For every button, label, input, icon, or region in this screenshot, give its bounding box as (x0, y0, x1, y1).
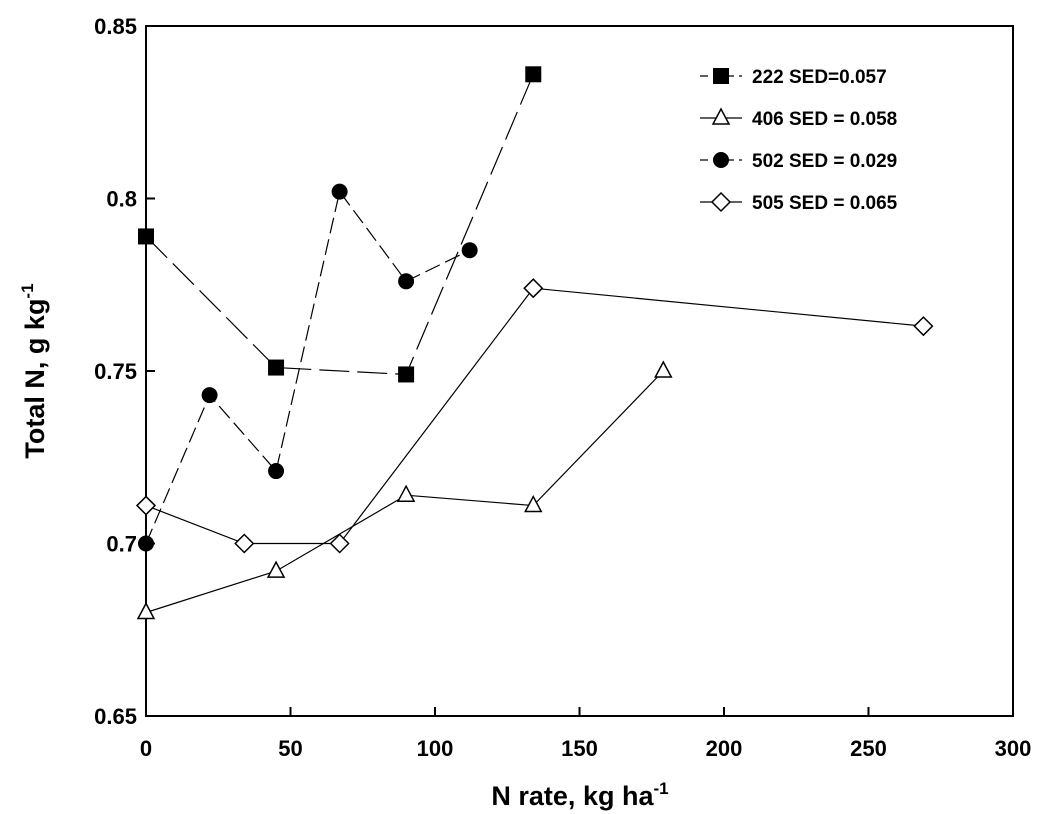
legend-item: 502 SED = 0.029 (700, 151, 897, 172)
legend-marker (710, 191, 732, 213)
data-point (525, 66, 542, 83)
data-point (138, 535, 154, 552)
legend-marker (711, 107, 731, 125)
series-3 (138, 183, 478, 552)
data-point (329, 533, 350, 554)
data-point (266, 560, 286, 578)
series-4 (135, 278, 934, 554)
x-axis-title: N rate, kg ha-1 (491, 779, 668, 811)
y-axis-title-text: Total N, g kg (20, 299, 50, 459)
data-point (201, 387, 218, 404)
legend-label: 222 SED=0.057 (752, 67, 887, 88)
data-point (136, 601, 156, 620)
x-tick-label: 200 (706, 736, 743, 761)
x-tick-label: 50 (278, 736, 302, 761)
legend-marker (713, 152, 729, 168)
data-point (234, 533, 255, 554)
y-axis-title-superscript: -1 (18, 283, 37, 298)
data-point (331, 183, 348, 200)
data-point (523, 278, 544, 299)
data-point (398, 273, 415, 290)
series-line (145, 190, 470, 544)
legend-label: 406 SED = 0.058 (752, 109, 897, 130)
data-point (461, 242, 478, 259)
legend-label: 505 SED = 0.065 (752, 193, 898, 214)
y-axis: 0.65 0.7 0.75 0.8 0.85 (94, 14, 155, 729)
y-tick-label: 0.85 (94, 14, 137, 39)
legend-item: 505 SED = 0.065 (700, 191, 898, 214)
series-line (145, 74, 534, 376)
y-tick-label: 0.75 (94, 359, 137, 384)
data-point (138, 228, 154, 245)
data-point (135, 495, 157, 516)
data-point (913, 316, 934, 337)
x-axis-title-text: N rate, kg ha (491, 781, 654, 811)
data-point (268, 359, 285, 376)
data-point (396, 484, 416, 502)
y-axis-title: Total N, g kg-1 (18, 283, 50, 458)
y-tick-label: 0.65 (94, 704, 137, 729)
data-point (524, 494, 543, 513)
legend-marker (713, 68, 729, 84)
series-1 (138, 66, 542, 383)
legend-item: 406 SED = 0.058 (700, 107, 897, 130)
x-axis: 0 50 100 150 200 250 300 (140, 707, 1031, 761)
series-layer (135, 66, 934, 620)
legend: 222 SED=0.057 406 SED = 0.058 502 SED = 0.… (700, 67, 898, 214)
x-tick-label: 0 (140, 736, 152, 761)
x-axis-title-superscript: -1 (653, 779, 668, 798)
y-tick-label: 0.7 (106, 532, 137, 557)
x-tick-label: 250 (850, 736, 887, 761)
legend-item: 222 SED=0.057 (700, 67, 887, 88)
data-point (398, 366, 415, 383)
data-point (268, 463, 285, 480)
data-point (654, 360, 673, 378)
series-2 (136, 360, 673, 620)
legend-label: 502 SED = 0.029 (752, 151, 897, 172)
x-tick-label: 100 (417, 736, 454, 761)
y-tick-label: 0.8 (106, 187, 137, 212)
x-tick-label: 150 (561, 736, 598, 761)
x-tick-label: 300 (995, 736, 1032, 761)
